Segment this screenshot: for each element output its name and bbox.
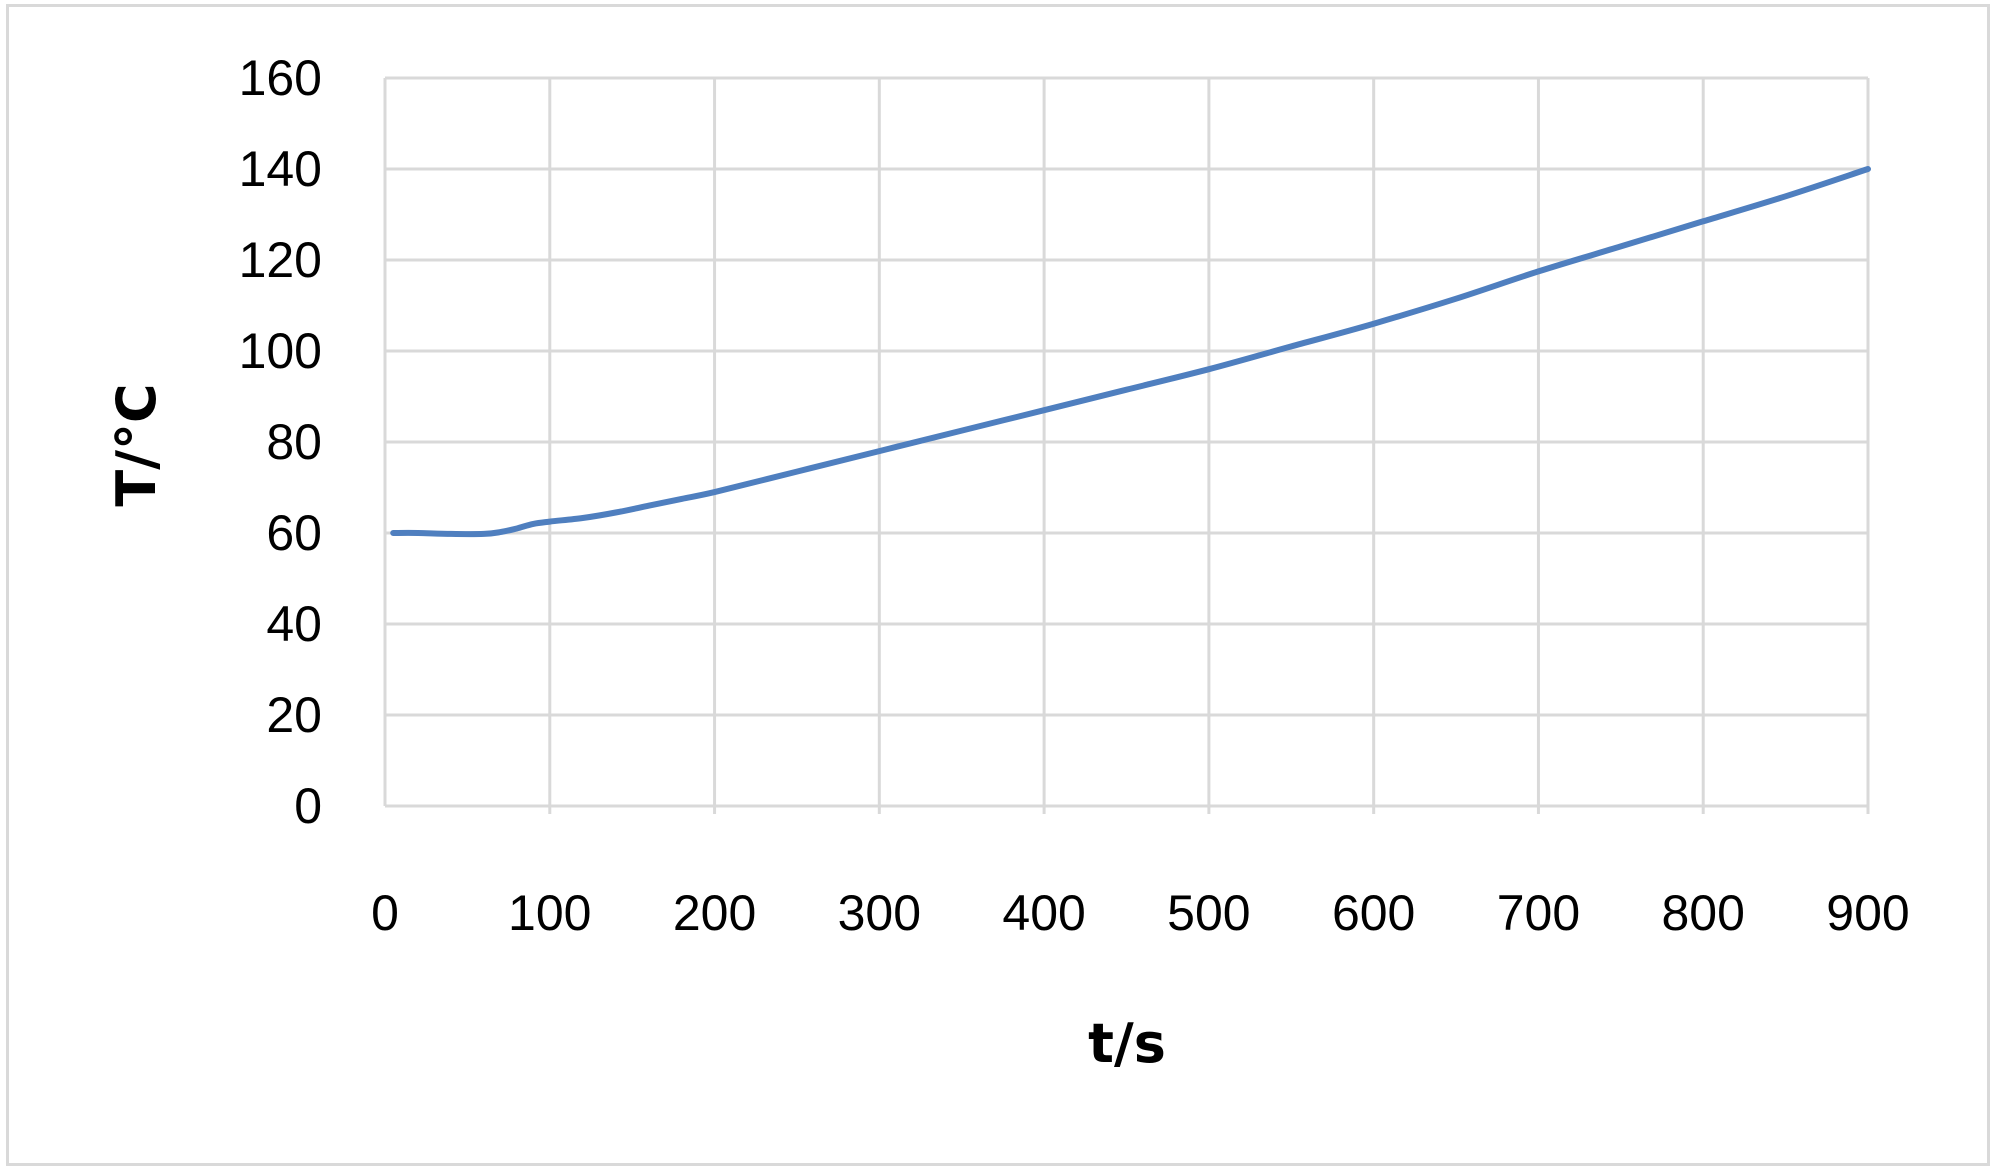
chart-frame [6,4,1990,1166]
x-tick-label: 600 [1332,885,1415,941]
x-tick-label: 100 [508,885,591,941]
x-tick-label: 0 [371,885,399,941]
y-tick-label: 120 [239,232,322,288]
y-tick-label: 60 [266,505,322,561]
series-line-0 [390,166,1871,538]
y-tick-labels: 0 20 40 60 80 100 120 140 160 [239,50,322,834]
x-tick-label: 800 [1662,885,1745,941]
grid-lines [385,76,1870,814]
x-tick-label: 900 [1826,885,1909,941]
y-tick-label: 100 [239,323,322,379]
y-axis-title: T/°C [105,383,168,506]
axes [383,78,1868,808]
x-tick-labels: 0 100 200 300 400 500 600 700 800 900 [371,885,1910,941]
x-tick-label: 200 [673,885,756,941]
x-tick-label: 400 [1002,885,1085,941]
y-tick-label: 40 [266,596,322,652]
x-tick-label: 500 [1167,885,1250,941]
x-axis-title: t/s [1088,1012,1166,1075]
y-tick-label: 0 [294,778,322,834]
y-tick-label: 20 [266,687,322,743]
series-layer [390,166,1871,538]
x-tick-label: 700 [1497,885,1580,941]
y-tick-label: 140 [239,141,322,197]
y-tick-label: 160 [239,50,322,106]
x-tick-label: 300 [838,885,921,941]
y-tick-label: 80 [266,414,322,470]
